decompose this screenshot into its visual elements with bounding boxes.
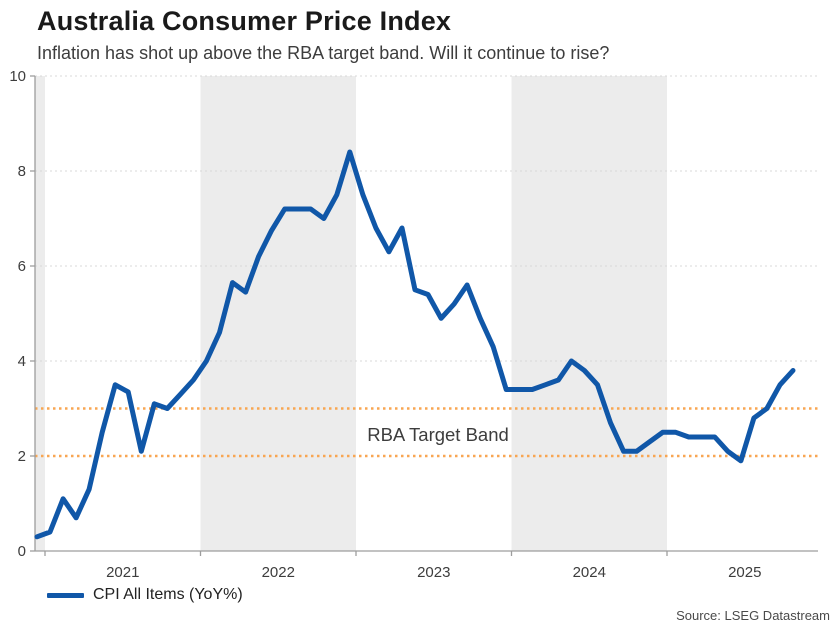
x-tick-label: 2021 xyxy=(106,564,139,581)
x-tick-label: 2024 xyxy=(573,564,606,581)
cpi-series-label: CPI All Items (YoY%) xyxy=(93,586,243,603)
cpi-series-swatch xyxy=(47,592,84,598)
chart-subtitle: Inflation has shot up above the RBA targ… xyxy=(37,43,610,63)
y-tick-label: 4 xyxy=(18,353,26,370)
cpi-all-items-line xyxy=(34,149,796,540)
year-shading-band xyxy=(35,76,45,551)
y-tick-label: 6 xyxy=(18,258,26,275)
chart-legend: CPI All Items (YoY%) xyxy=(47,586,243,604)
y-tick-label: 2 xyxy=(18,448,26,465)
year-shading-band xyxy=(511,76,667,551)
x-tick-label: 2023 xyxy=(417,564,450,581)
x-tick-label: 2022 xyxy=(262,564,295,581)
x-tick-label: 2025 xyxy=(728,564,761,581)
y-tick-label: 8 xyxy=(18,163,26,180)
rba-target-band-label: RBA Target Band xyxy=(367,424,509,445)
source-attribution: Source: LSEG Datastream xyxy=(676,608,830,623)
chart-title: Australia Consumer Price Index xyxy=(37,6,452,36)
y-tick-label: 10 xyxy=(9,68,26,85)
y-tick-label: 0 xyxy=(18,543,26,560)
